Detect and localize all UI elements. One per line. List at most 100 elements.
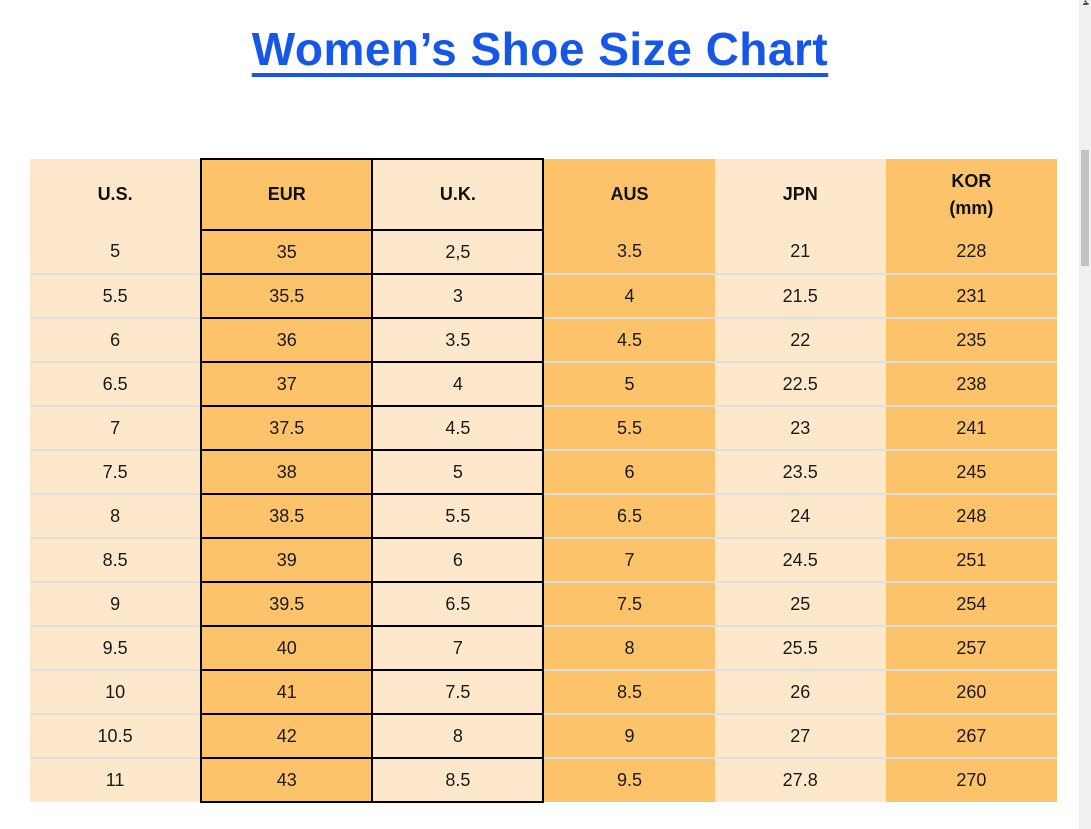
table-row: 10.5 42 8 9 27 267: [30, 713, 1057, 759]
table-cell: 6: [371, 537, 545, 583]
table-cell: 251: [885, 537, 1057, 582]
table-cell: 35: [200, 229, 374, 275]
table-cell: 4.5: [371, 405, 545, 451]
table-cell: 27: [714, 713, 886, 758]
table-cell: 6.5: [30, 361, 202, 406]
vertical-scrollbar[interactable]: [1079, 0, 1091, 829]
scrollbar-up-arrow-icon[interactable]: [1083, 0, 1089, 5]
table-cell: 6: [543, 449, 715, 494]
table-cell: 9.5: [543, 757, 715, 802]
table-header-row: U.S. EUR U.K. AUS JPN KOR (mm): [30, 158, 1057, 231]
table-cell: 7: [371, 625, 545, 671]
table-row: 8 38.5 5.5 6.5 24 248: [30, 493, 1057, 539]
table-cell: 8.5: [371, 757, 545, 803]
table-cell: 24: [714, 493, 886, 538]
column-header-us: U.S.: [30, 159, 202, 230]
table-cell: 5.5: [371, 493, 545, 539]
table-row: 5 35 2,5 3.5 21 228: [30, 229, 1057, 275]
table-cell: 35.5: [200, 273, 374, 319]
column-header-jpn: JPN: [714, 159, 886, 230]
table-cell: 26: [714, 669, 886, 714]
table-cell: 24.5: [714, 537, 886, 582]
table-cell: 6.5: [371, 581, 545, 627]
table-cell: 37: [200, 361, 374, 407]
table-cell: 267: [885, 713, 1057, 758]
table-row: 10 41 7.5 8.5 26 260: [30, 669, 1057, 715]
table-header: U.S. EUR U.K. AUS JPN KOR (mm): [30, 158, 1057, 231]
table-cell: 270: [885, 757, 1057, 802]
table-row: 8.5 39 6 7 24.5 251: [30, 537, 1057, 583]
table-cell: 6: [30, 317, 202, 362]
table-cell: 43: [200, 757, 374, 803]
table-cell: 7.5: [371, 669, 545, 715]
table-cell: 5.5: [30, 273, 202, 318]
table-cell: 257: [885, 625, 1057, 670]
table-cell: 42: [200, 713, 374, 759]
table-row: 9 39.5 6.5 7.5 25 254: [30, 581, 1057, 627]
column-header-uk: U.K.: [371, 158, 545, 231]
table-row: 9.5 40 7 8 25.5 257: [30, 625, 1057, 671]
table-cell: 7: [30, 405, 202, 450]
table-cell: 4: [371, 361, 545, 407]
table-cell: 8: [543, 625, 715, 670]
scrollbar-thumb[interactable]: [1081, 150, 1089, 266]
table-body: 5 35 2,5 3.5 21 228 5.5 35.5 3 4 21.5 231 6 36 3.5 4.5 2…: [30, 229, 1057, 803]
column-header-kor: KOR (mm): [885, 159, 1057, 230]
table-cell: 7: [543, 537, 715, 582]
table-cell: 260: [885, 669, 1057, 714]
table-cell: 9: [30, 581, 202, 626]
page-title: Women’s Shoe Size Chart: [251, 23, 829, 75]
table-row: 6.5 37 4 5 22.5 238: [30, 361, 1057, 407]
table-row: 5.5 35.5 3 4 21.5 231: [30, 273, 1057, 319]
table-cell: 39: [200, 537, 374, 583]
table-cell: 8: [30, 493, 202, 538]
table-row: 7.5 38 5 6 23.5 245: [30, 449, 1057, 495]
table-cell: 238: [885, 361, 1057, 406]
table-cell: 4: [543, 273, 715, 318]
table-cell: 23.5: [714, 449, 886, 494]
table-cell: 10: [30, 669, 202, 714]
table-cell: 228: [885, 230, 1057, 274]
table-row: 7 37.5 4.5 5.5 23 241: [30, 405, 1057, 451]
column-header-aus: AUS: [543, 159, 715, 230]
table-cell: 25.5: [714, 625, 886, 670]
table-cell: 37.5: [200, 405, 374, 451]
table-cell: 5: [543, 361, 715, 406]
table-cell: 36: [200, 317, 374, 363]
table-cell: 3: [371, 273, 545, 319]
table-cell: 3.5: [371, 317, 545, 363]
table-cell: 27.8: [714, 757, 886, 802]
table-cell: 248: [885, 493, 1057, 538]
table-cell: 25: [714, 581, 886, 626]
table-cell: 41: [200, 669, 374, 715]
table-cell: 6.5: [543, 493, 715, 538]
table-cell: 40: [200, 625, 374, 671]
table-cell: 9.5: [30, 625, 202, 670]
table-cell: 5: [30, 230, 202, 274]
table-cell: 38.5: [200, 493, 374, 539]
table-cell: 23: [714, 405, 886, 450]
table-cell: 254: [885, 581, 1057, 626]
table-cell: 39.5: [200, 581, 374, 627]
table-cell: 21.5: [714, 273, 886, 318]
table-cell: 8.5: [543, 669, 715, 714]
table-row: 6 36 3.5 4.5 22 235: [30, 317, 1057, 363]
column-header-eur: EUR: [200, 158, 374, 231]
table-cell: 245: [885, 449, 1057, 494]
table-cell: 5.5: [543, 405, 715, 450]
table-cell: 235: [885, 317, 1057, 362]
table-cell: 2,5: [371, 229, 545, 275]
table-cell: 22: [714, 317, 886, 362]
table-cell: 3.5: [543, 230, 715, 274]
table-cell: 231: [885, 273, 1057, 318]
table-row: 11 43 8.5 9.5 27.8 270: [30, 757, 1057, 803]
table-cell: 9: [543, 713, 715, 758]
table-cell: 11: [30, 757, 202, 802]
table-cell: 8.5: [30, 537, 202, 582]
table-cell: 7.5: [543, 581, 715, 626]
table-cell: 22.5: [714, 361, 886, 406]
table-cell: 5: [371, 449, 545, 495]
shoe-size-table: U.S. EUR U.K. AUS JPN KOR (mm) 5 35 2,5 3.5…: [30, 158, 1057, 803]
table-cell: 8: [371, 713, 545, 759]
